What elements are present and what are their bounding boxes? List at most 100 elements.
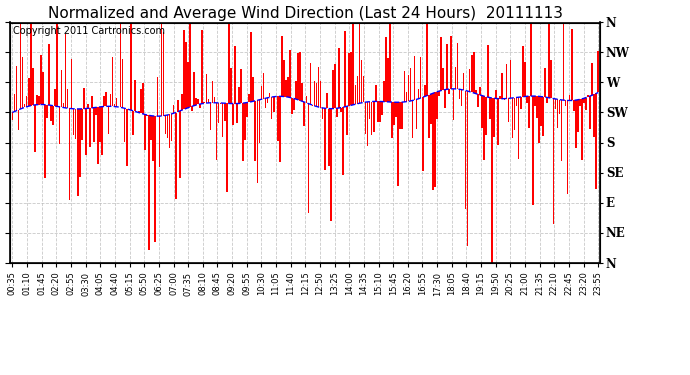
- Bar: [312, 105, 313, 106]
- Bar: [261, 86, 262, 99]
- Bar: [226, 104, 228, 192]
- Bar: [414, 56, 415, 100]
- Bar: [516, 98, 518, 106]
- Bar: [524, 62, 526, 96]
- Bar: [165, 116, 166, 134]
- Bar: [79, 109, 81, 177]
- Bar: [40, 55, 42, 105]
- Bar: [193, 72, 195, 106]
- Bar: [52, 106, 54, 126]
- Bar: [332, 70, 334, 109]
- Bar: [408, 75, 409, 101]
- Bar: [487, 45, 489, 97]
- Bar: [38, 96, 40, 105]
- Bar: [344, 31, 346, 107]
- Bar: [238, 87, 240, 104]
- Bar: [391, 102, 393, 138]
- Bar: [536, 96, 538, 117]
- Bar: [26, 96, 28, 107]
- Bar: [304, 102, 305, 126]
- Bar: [595, 93, 597, 189]
- Bar: [195, 98, 197, 105]
- Bar: [434, 93, 436, 187]
- Bar: [234, 46, 236, 104]
- Bar: [461, 90, 462, 106]
- Bar: [314, 81, 315, 106]
- Bar: [61, 70, 62, 107]
- Bar: [438, 91, 440, 96]
- Bar: [281, 36, 283, 96]
- Bar: [20, 22, 21, 109]
- Bar: [357, 76, 358, 104]
- Bar: [579, 99, 581, 106]
- Bar: [424, 85, 426, 96]
- Bar: [489, 98, 491, 119]
- Bar: [318, 67, 319, 107]
- Bar: [201, 30, 203, 104]
- Bar: [308, 104, 309, 213]
- Bar: [593, 94, 595, 136]
- Bar: [502, 73, 503, 99]
- Bar: [471, 55, 473, 92]
- Bar: [510, 60, 511, 98]
- Bar: [150, 116, 152, 140]
- Bar: [457, 43, 458, 89]
- Bar: [469, 69, 471, 92]
- Bar: [400, 102, 401, 129]
- Bar: [591, 63, 593, 95]
- Bar: [430, 94, 432, 124]
- Bar: [265, 98, 266, 108]
- Bar: [114, 104, 115, 106]
- Bar: [587, 95, 589, 97]
- Bar: [351, 52, 352, 105]
- Bar: [132, 111, 134, 135]
- Bar: [514, 98, 515, 130]
- Bar: [221, 103, 224, 137]
- Bar: [99, 107, 101, 142]
- Bar: [116, 98, 117, 107]
- Bar: [152, 116, 154, 160]
- Bar: [73, 109, 75, 135]
- Bar: [363, 76, 364, 102]
- Bar: [216, 103, 217, 160]
- Bar: [172, 105, 175, 113]
- Bar: [250, 32, 252, 102]
- Bar: [598, 51, 599, 93]
- Bar: [563, 22, 564, 100]
- Bar: [155, 116, 156, 242]
- Bar: [157, 77, 158, 116]
- Bar: [520, 97, 522, 109]
- Bar: [183, 30, 185, 109]
- Bar: [130, 22, 132, 110]
- Bar: [257, 100, 258, 183]
- Bar: [467, 91, 469, 246]
- Bar: [397, 102, 399, 186]
- Bar: [16, 66, 17, 111]
- Bar: [253, 77, 254, 101]
- Bar: [232, 104, 234, 125]
- Bar: [402, 102, 403, 129]
- Bar: [512, 98, 513, 138]
- Bar: [528, 96, 530, 128]
- Bar: [142, 82, 144, 114]
- Bar: [48, 44, 50, 105]
- Bar: [583, 98, 585, 102]
- Bar: [55, 88, 56, 106]
- Bar: [340, 108, 342, 112]
- Bar: [118, 107, 119, 108]
- Bar: [540, 96, 542, 126]
- Bar: [108, 106, 109, 134]
- Bar: [134, 80, 136, 111]
- Bar: [44, 105, 46, 178]
- Bar: [269, 93, 270, 98]
- Bar: [542, 97, 544, 136]
- Bar: [77, 109, 79, 196]
- Bar: [320, 81, 322, 108]
- Bar: [506, 64, 507, 99]
- Bar: [446, 44, 448, 89]
- Bar: [448, 89, 450, 94]
- Bar: [273, 97, 275, 112]
- Bar: [566, 100, 569, 194]
- Bar: [557, 99, 558, 129]
- Bar: [581, 99, 583, 160]
